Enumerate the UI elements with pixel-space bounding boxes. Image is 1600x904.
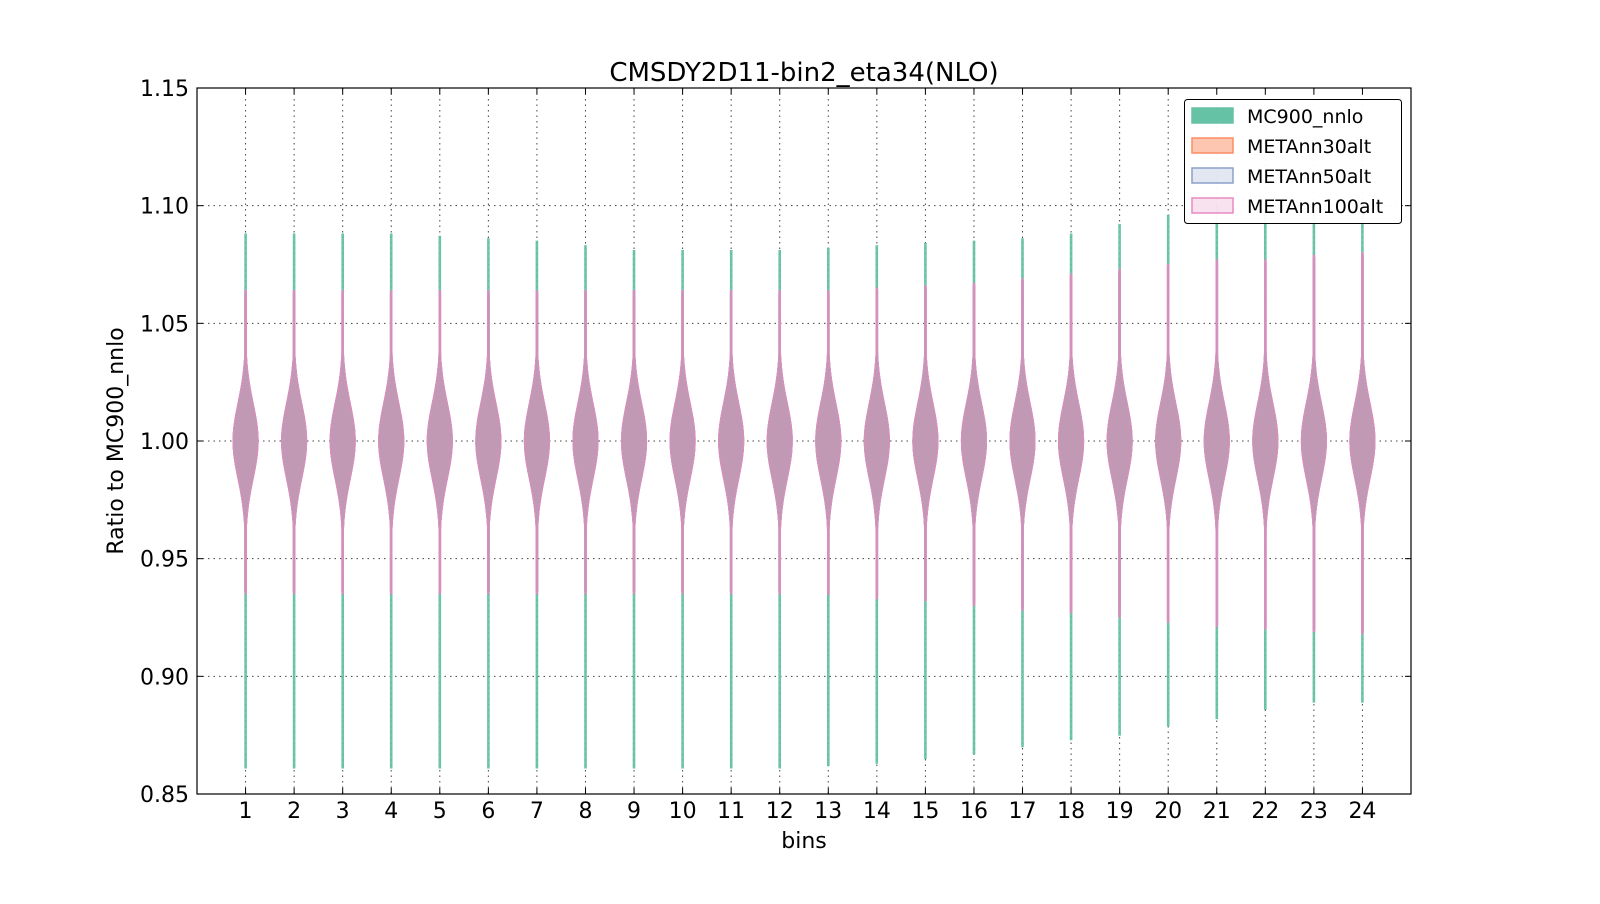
violin-METAnn100alt-bin-22	[1252, 259, 1279, 630]
x-tick-label: 22	[1251, 799, 1279, 824]
legend-swatch-MC900_nnlo	[1191, 107, 1234, 124]
violin-METAnn100alt-bin-2	[281, 289, 308, 595]
x-tick-label: 14	[863, 799, 891, 824]
legend-label: METAnn100alt	[1247, 196, 1383, 218]
x-tick-label: 2	[287, 799, 301, 824]
chart-title: CMSDY2D11-bin2_eta34(NLO)	[609, 58, 998, 88]
violin-METAnn100alt-bin-14	[863, 287, 890, 600]
legend-swatch-METAnn30alt	[1191, 137, 1234, 154]
x-tick-label: 13	[814, 799, 842, 824]
violin-METAnn100alt-bin-23	[1300, 254, 1327, 632]
violin-METAnn100alt-bin-12	[766, 289, 793, 595]
violin-METAnn100alt-bin-19	[1106, 268, 1133, 618]
y-tick-label: 0.85	[140, 783, 189, 808]
violin-METAnn100alt-bin-8	[572, 289, 599, 595]
y-tick-label: 0.95	[140, 548, 189, 573]
violins	[232, 205, 1376, 769]
y-axis-label: Ratio to MC900_nnlo	[104, 327, 129, 554]
y-axis: 0.85 0.90 0.95 1.00 1.05 1.10 1.15	[140, 77, 1411, 808]
y-tick-label: 1.05	[140, 312, 189, 337]
legend-label: MC900_nnlo	[1247, 106, 1363, 128]
y-tick-label: 0.90	[140, 665, 189, 690]
x-tick-label: 7	[530, 799, 544, 824]
violin-METAnn100alt-bin-9	[621, 289, 648, 595]
x-tick-label: 11	[717, 799, 745, 824]
violin-METAnn100alt-bin-20	[1155, 264, 1182, 623]
x-tick-label: 18	[1057, 799, 1085, 824]
violin-METAnn100alt-bin-16	[960, 282, 988, 607]
x-tick-label: 19	[1106, 799, 1134, 824]
x-tick-label: 8	[578, 799, 592, 824]
x-tick-label: 5	[433, 799, 447, 824]
x-tick-label: 3	[336, 799, 350, 824]
y-tick-label: 1.15	[140, 77, 189, 102]
legend-swatch-METAnn50alt	[1191, 167, 1234, 184]
y-tick-label: 1.10	[140, 195, 189, 220]
legend-label: METAnn50alt	[1247, 166, 1371, 188]
x-tick-label: 4	[384, 799, 398, 824]
x-tick-label: 9	[627, 799, 641, 824]
x-tick-label: 15	[911, 799, 939, 824]
x-tick-label: 24	[1348, 799, 1376, 824]
violin-METAnn100alt-bin-17	[1009, 278, 1036, 611]
x-axis: 1 2 3 4 5 6 7 8 9 10 11 12 13 14 15 16 17 18 19 20 21 22 23 24	[239, 88, 1376, 824]
x-tick-label: 16	[960, 799, 988, 824]
x-tick-label: 12	[766, 799, 794, 824]
violin-METAnn100alt-bin-6	[475, 289, 502, 595]
violin-METAnn100alt-bin-13	[815, 289, 842, 595]
x-tick-label: 23	[1300, 799, 1328, 824]
violin-METAnn100alt-bin-5	[426, 289, 453, 595]
x-tick-label: 21	[1203, 799, 1231, 824]
x-tick-label: 17	[1009, 799, 1037, 824]
x-tick-label: 20	[1154, 799, 1182, 824]
violin-METAnn100alt-bin-18	[1058, 273, 1085, 614]
violin-METAnn100alt-bin-15	[912, 285, 939, 602]
legend-box	[1184, 99, 1402, 224]
violin-METAnn100alt-bin-10	[669, 289, 696, 595]
violin-METAnn100alt-bin-7	[523, 289, 550, 595]
x-tick-label: 6	[481, 799, 495, 824]
violin-METAnn100alt-bin-4	[378, 289, 405, 595]
violin-METAnn100alt-bin-21	[1203, 259, 1230, 628]
violin-METAnn100alt-bin-1	[232, 289, 259, 595]
x-tick-label: 10	[669, 799, 697, 824]
violin-METAnn100alt-bin-3	[329, 289, 356, 595]
violin-METAnn100alt-bin-11	[718, 289, 745, 595]
violin-METAnn100alt-bin-24	[1349, 252, 1376, 635]
x-tick-label: 1	[239, 799, 253, 824]
y-tick-label: 1.00	[140, 430, 189, 455]
legend-swatch-METAnn100alt	[1191, 197, 1234, 214]
legend-label: METAnn30alt	[1247, 136, 1371, 158]
x-axis-label: bins	[781, 829, 826, 854]
legend: MC900_nnlo METAnn30alt METAnn50alt METAnn10…	[1184, 99, 1402, 224]
